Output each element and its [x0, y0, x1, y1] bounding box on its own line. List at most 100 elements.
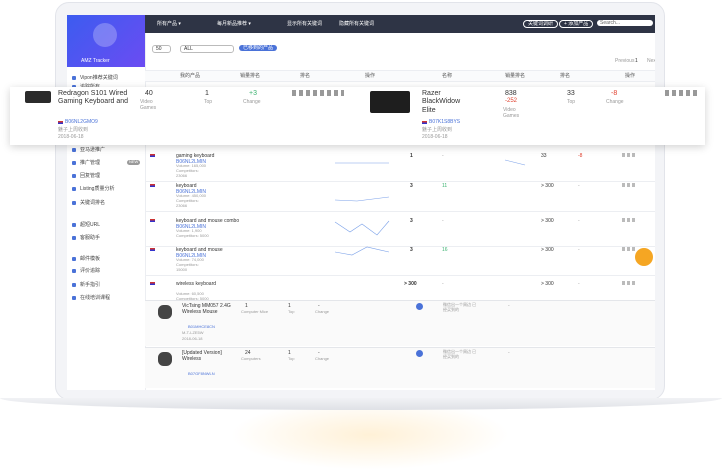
rank2: > 300 [541, 247, 554, 253]
flag [150, 154, 155, 157]
table-header: 我的产品 [180, 73, 201, 79]
asin: B06NL2LMIN [176, 189, 207, 195]
product-change-label: Change [315, 356, 330, 361]
popup-top-label: Top [567, 99, 576, 105]
flag [422, 121, 427, 124]
menu-icon [72, 269, 76, 273]
rank2: > 300 [541, 183, 554, 189]
menu-item[interactable]: 在线培训课程 [80, 295, 111, 301]
competitors: Competitors: [176, 168, 199, 173]
flag [150, 248, 155, 251]
product-asin: B01MHCE8CN [188, 324, 215, 329]
volume: Volume: 450,000 [176, 193, 207, 198]
menu-icon [72, 161, 76, 165]
nav-button[interactable]: + 添加产品 [559, 20, 594, 28]
row-line [145, 211, 655, 212]
product-rank-cat: Computers [241, 356, 261, 361]
menu-item[interactable]: 回复管理 [80, 173, 101, 179]
change: - [442, 153, 444, 159]
popup-card: Redragon S101 Wired Gaming Keyboard and B… [10, 87, 705, 145]
popup-title: Razer BlackWidow Elite [422, 90, 461, 114]
table-header: 销量排名 [240, 73, 261, 79]
menu-item[interactable]: 评价追踪 [80, 268, 101, 274]
count: 15000 [176, 267, 188, 272]
table-header: 名称 [442, 73, 453, 79]
menu-icon [72, 223, 76, 227]
menu-item[interactable]: 邮件模板 [80, 256, 101, 262]
rank: 1 [410, 153, 413, 159]
keyword: wireless keyboard [176, 281, 217, 287]
rank2: 33 [541, 153, 547, 159]
change2: - [578, 183, 580, 189]
count: 23066 [176, 203, 188, 208]
rank2: > 300 [541, 218, 554, 224]
product-asin: B07GF8NWLN [188, 371, 215, 376]
logo [93, 23, 117, 47]
flag [150, 282, 155, 285]
sidebar [67, 15, 146, 390]
menu-item[interactable]: 客服助手 [80, 235, 101, 241]
actions [622, 183, 636, 187]
nav-item[interactable]: 显示所有关键词 [287, 21, 323, 27]
popup-change: +3 [249, 90, 257, 97]
mouse-image [158, 305, 172, 319]
rank: 3 [410, 247, 413, 253]
sparklines [334, 159, 526, 256]
rank: > 300 [404, 281, 417, 287]
filter-button[interactable]: 已移到的产品 [239, 45, 278, 51]
product-top: 1 [288, 303, 291, 309]
change2: - [578, 247, 580, 253]
competitors: Competitors: 5000 [176, 296, 209, 301]
menu-item[interactable]: 推广管理 [80, 160, 101, 166]
nav-item[interactable]: 所有产品 ▾ [157, 21, 181, 27]
popup-change-label: Change [606, 99, 624, 105]
laptop-base [0, 398, 722, 410]
product-change: - [318, 303, 320, 309]
product-top-label: Top [288, 309, 295, 314]
nav-item[interactable]: 每月新品推荐 ▾ [217, 21, 251, 27]
popup-asin: B07K1S8BYS [429, 119, 461, 125]
status[interactable]: ALL [180, 45, 234, 53]
per-page[interactable]: 50 [152, 45, 171, 53]
product-note: 微信出一个周边 已经买到的 [443, 349, 477, 359]
prev[interactable]: Previous [615, 58, 635, 64]
menu-item[interactable]: Vipon推荐关键词 [80, 75, 118, 81]
popup-date: 2018-06-18 [422, 134, 448, 140]
menu-item[interactable]: 关键词排名 [80, 200, 106, 206]
product-other: - [508, 350, 510, 356]
menu-item[interactable]: 超短URL [80, 222, 101, 228]
popup-date: 2018-06-18 [58, 134, 84, 140]
change: 16 [442, 247, 448, 253]
popup-top-label: Top [204, 99, 213, 105]
nav-button[interactable]: 关键词调研 [523, 20, 559, 28]
brand: AMZ Tracker [81, 58, 110, 64]
menu-icon [72, 187, 76, 191]
flag [150, 184, 155, 187]
menu-item[interactable]: 新手指引 [80, 282, 101, 288]
table-header: 操作 [625, 73, 636, 79]
page[interactable]: 1 [635, 58, 638, 64]
menu-icon [72, 296, 76, 300]
keyword: keyboard [176, 183, 197, 189]
nav-item[interactable]: 隐藏所有关键词 [339, 21, 375, 27]
volume: Volume: 1,900 [176, 228, 202, 233]
asin: B06NL2LMIN [176, 159, 207, 165]
nav-bar [145, 15, 655, 33]
keyword: keyboard and mouse combo [176, 218, 240, 224]
keyword: keyboard and mouse [176, 247, 223, 253]
competitors: Competitors: 5000 [176, 233, 209, 238]
product-change-label: Change [315, 309, 330, 314]
change: 11 [442, 183, 448, 189]
product-note: 微信出一个周边 已经买到的 [443, 302, 477, 312]
search[interactable]: Search... [597, 20, 653, 26]
actions [622, 218, 636, 222]
product-title: [Updated Version] Wireless [182, 350, 222, 362]
next[interactable]: Next [647, 58, 655, 64]
competitors: Competitors: [176, 262, 199, 267]
popup-rank-delta: -252 [505, 98, 518, 104]
volume: Volume: 60,500 [176, 291, 204, 296]
menu-item[interactable]: Listing质量分析 [80, 186, 115, 192]
menu-item[interactable]: 亚马逊推广 [80, 147, 106, 153]
popup-top: 1 [205, 90, 209, 97]
rank: 3 [410, 183, 413, 189]
